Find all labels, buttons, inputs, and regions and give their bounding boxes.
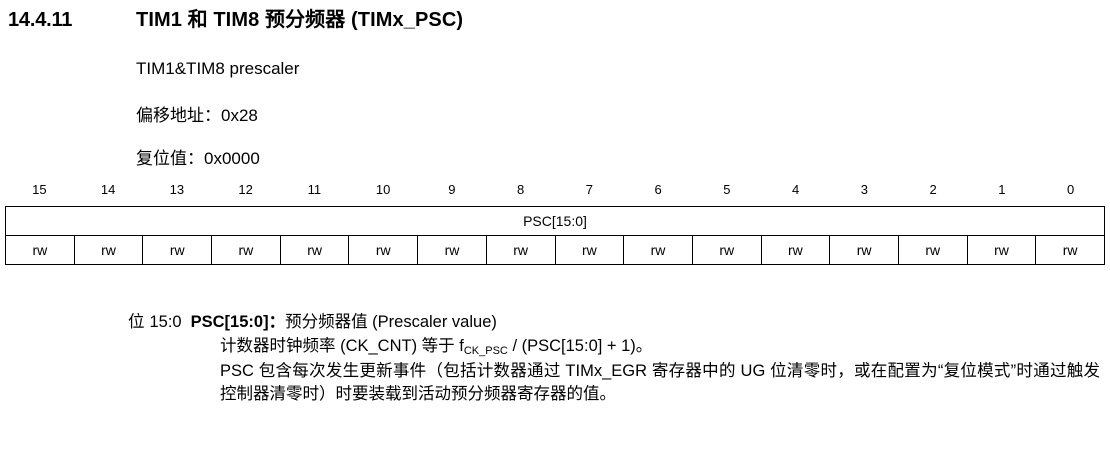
bit-number: 8 bbox=[517, 182, 525, 197]
register-access-row: rw rw rw rw rw rw rw rw rw rw rw rw rw r… bbox=[5, 235, 1105, 265]
bit-number: 11 bbox=[307, 182, 322, 197]
bit-access: rw bbox=[1035, 235, 1105, 265]
bit-access: rw bbox=[5, 235, 75, 265]
bit-number: 10 bbox=[375, 182, 391, 197]
bit-access: rw bbox=[211, 235, 281, 265]
bit-number: 1 bbox=[998, 182, 1006, 197]
register-field-row: PSC[15:0] bbox=[5, 206, 1105, 236]
bit-number: 13 bbox=[169, 182, 185, 197]
bit-access: rw bbox=[417, 235, 487, 265]
bit-access: rw bbox=[348, 235, 419, 265]
field-identifier: PSC[15:0]： bbox=[190, 313, 286, 331]
bit-number: 3 bbox=[860, 182, 868, 197]
offset-address-line: 偏移地址：0x28 bbox=[136, 106, 258, 125]
register-english-name: TIM1&TIM8 prescaler bbox=[136, 59, 300, 78]
formula-suffix: / (PSC[15:0] + 1)。 bbox=[507, 337, 653, 355]
bits-label: 位 bbox=[128, 313, 145, 331]
bit-number: 5 bbox=[723, 182, 731, 197]
bit-access: rw bbox=[554, 235, 625, 265]
field-description: 预分频器值 (Prescaler value) bbox=[285, 313, 497, 331]
description-paragraph: PSC 包含每次发生更新事件（包括计数器通过 TIMx_EGR 寄存器中的 UG… bbox=[220, 362, 1100, 403]
register-bit-table: PSC[15:0] rw rw rw rw rw rw rw rw rw rw … bbox=[5, 206, 1105, 265]
bit-access: rw bbox=[73, 235, 144, 265]
bit-number: 9 bbox=[448, 182, 456, 197]
page-title: 14.4.11 TIM1 和 TIM8 预分频器 (TIMx_PSC) bbox=[8, 8, 1098, 32]
bit-access: rw bbox=[691, 235, 762, 265]
bit-number: 12 bbox=[238, 182, 253, 197]
bit-access: rw bbox=[897, 235, 968, 265]
bit-access: rw bbox=[760, 235, 831, 265]
bit-access: rw bbox=[829, 235, 899, 265]
bit-access: rw bbox=[485, 235, 556, 265]
formula-subscript: CK_PSC bbox=[463, 345, 508, 357]
bit-number: 0 bbox=[1067, 182, 1075, 197]
bit-number: 2 bbox=[929, 182, 937, 197]
reset-value-line: 复位值：0x0000 bbox=[136, 149, 260, 168]
bit-description-body: 计数器时钟频率 (CK_CNT) 等于 fCK_PSC / (PSC[15:0]… bbox=[220, 335, 1100, 406]
bits-range: 15:0 bbox=[149, 313, 182, 331]
bit-access: rw bbox=[966, 235, 1037, 265]
bit-access: rw bbox=[279, 235, 350, 265]
bit-description-block: 位 15:0 PSC[15:0]：预分频器值 (Prescaler value) 计… bbox=[128, 311, 1103, 406]
bit-number: 6 bbox=[654, 182, 662, 197]
bit-number: 7 bbox=[585, 182, 593, 197]
formula-prefix: 计数器时钟频率 (CK_CNT) 等于 f bbox=[220, 337, 464, 355]
bit-description-title: 位 15:0 PSC[15:0]：预分频器值 (Prescaler value) bbox=[128, 311, 1103, 334]
bit-access: rw bbox=[623, 235, 693, 265]
bit-number-ruler: 15 14 13 12 11 10 9 8 7 6 5 4 3 2 1 0 bbox=[5, 181, 1105, 198]
register-field-name: PSC[15:0] bbox=[5, 206, 1105, 236]
bit-number: 15 bbox=[32, 182, 47, 197]
bit-number: 4 bbox=[792, 182, 800, 197]
section-title: TIM1 和 TIM8 预分频器 (TIMx_PSC) bbox=[136, 9, 464, 31]
formula-line: 计数器时钟频率 (CK_CNT) 等于 fCK_PSC / (PSC[15:0]… bbox=[220, 335, 1100, 360]
bit-number: 14 bbox=[100, 182, 116, 197]
section-number: 14.4.11 bbox=[8, 9, 73, 31]
bit-access: rw bbox=[142, 235, 213, 265]
